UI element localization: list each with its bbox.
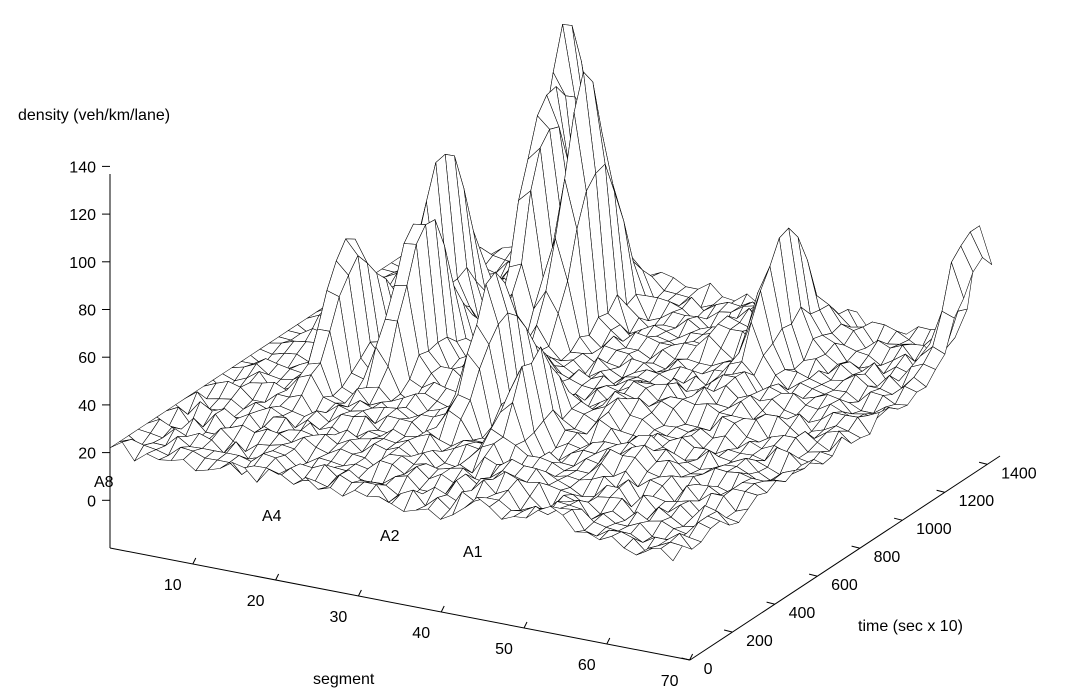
x-tick-label: 10 (164, 577, 182, 594)
annotation-a1: A1 (463, 544, 483, 561)
chart-axes (109, 174, 1001, 661)
x-tick-mark (606, 637, 611, 645)
annotation-a8: A8 (94, 474, 114, 491)
x-tick-label: 30 (330, 609, 348, 626)
z-tick-label: 140 (69, 159, 96, 176)
x-tick-label: 40 (412, 625, 430, 642)
annotation-a2: A2 (380, 528, 400, 545)
z-tick-label: 0 (87, 493, 96, 510)
y-tick-label: 600 (831, 577, 858, 594)
z-axis-label: density (veh/km/lane) (18, 107, 170, 124)
axis-labels: density (veh/km/lane) segment time (sec … (18, 107, 963, 688)
density-surface (109, 24, 993, 562)
annotation-a4: A4 (262, 508, 282, 525)
z-tick-label: 80 (78, 303, 96, 320)
y-tick-label: 200 (746, 633, 773, 650)
y-tick-mark (893, 517, 903, 521)
x-tick-mark (440, 605, 445, 613)
y-axis-label: time (sec x 10) (858, 618, 963, 635)
y-tick-mark (851, 545, 860, 549)
x-tick-mark (689, 653, 694, 661)
z-tick-label: 120 (69, 207, 96, 224)
x-tick-mark (357, 589, 362, 597)
y-tick-mark (723, 629, 733, 633)
z-tick-label: 100 (69, 255, 96, 272)
y-tick-label: 1400 (1001, 465, 1037, 482)
y-tick-label: 0 (704, 661, 713, 678)
x-tick-mark (275, 573, 280, 581)
y-tick-label: 400 (789, 605, 816, 622)
y-tick-mark (808, 573, 818, 577)
y-axis-line (689, 455, 1001, 661)
z-tick-label: 60 (78, 350, 96, 367)
y-tick-mark (681, 657, 690, 661)
x-axis-line (109, 547, 691, 661)
z-tick-label: 40 (78, 398, 96, 415)
x-tick-mark (192, 557, 197, 565)
x-tick-mark (523, 621, 528, 629)
y-tick-mark (766, 601, 775, 605)
y-tick-label: 1200 (959, 493, 995, 510)
surface-patch (660, 541, 683, 562)
annotation-group: A8 A4 A2 A1 (94, 474, 483, 561)
y-tick-mark (936, 489, 945, 493)
y-tick-label: 1000 (916, 521, 952, 538)
x-tick-label: 50 (495, 641, 513, 658)
x-tick-label: 20 (247, 593, 265, 610)
x-tick-label: 70 (661, 673, 679, 690)
y-tick-mark (978, 461, 988, 465)
x-tick-label: 60 (578, 657, 596, 674)
tick-group: 0 20 40 60 80 100 120 140 10 20 30 40 50 60 70 0 200 400 6… (69, 159, 1036, 690)
x-axis-label: segment (313, 671, 375, 688)
z-tick-label: 20 (78, 446, 96, 463)
y-tick-label: 800 (874, 549, 901, 566)
